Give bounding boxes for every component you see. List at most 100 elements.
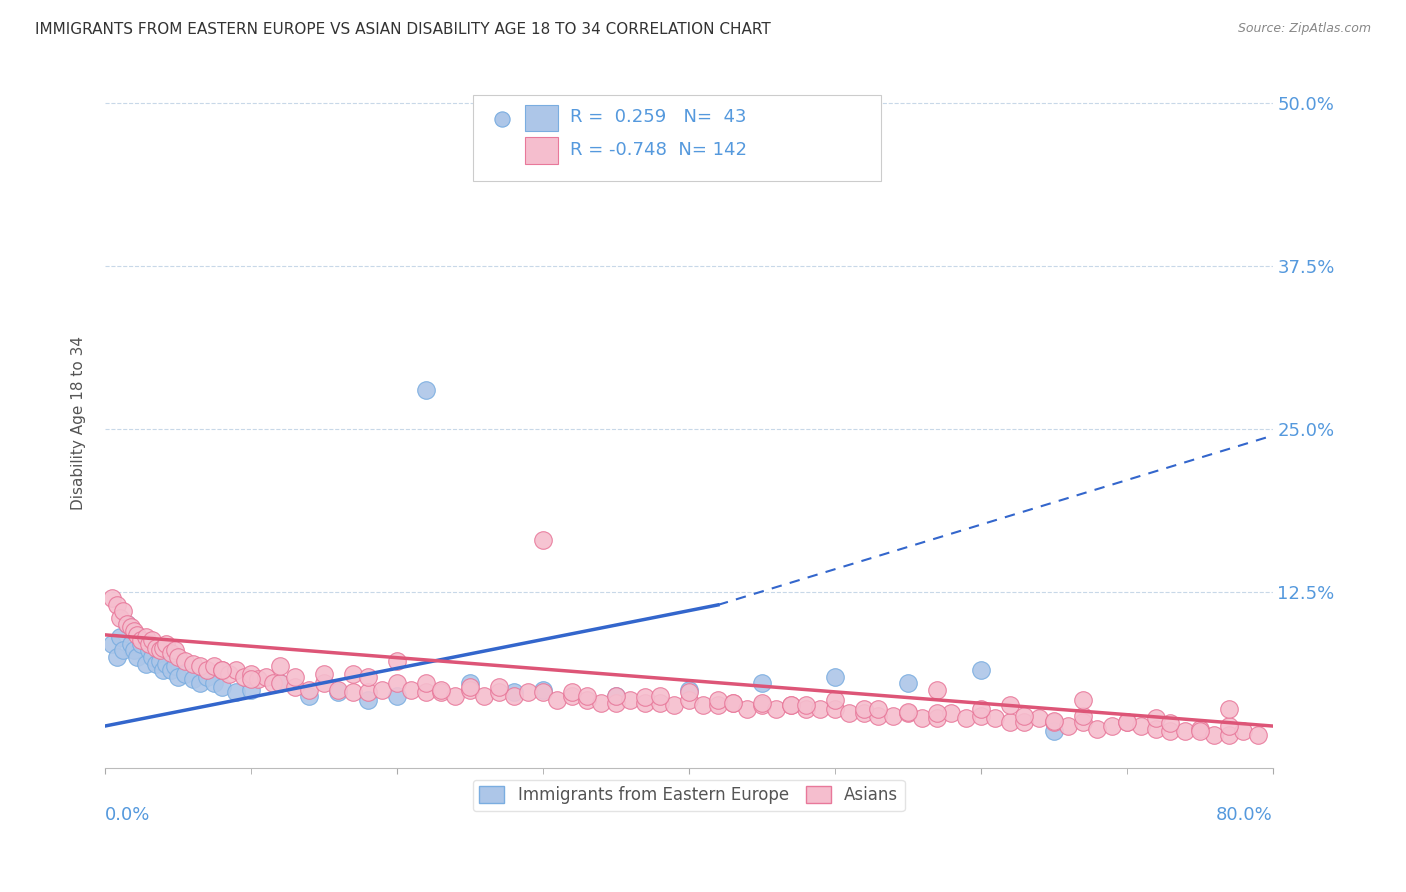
- Point: [619, 693, 641, 707]
- Point: [120, 637, 142, 651]
- Point: [1218, 719, 1240, 733]
- Point: [1159, 716, 1181, 731]
- Point: [925, 706, 948, 720]
- Point: [824, 702, 846, 716]
- Point: [312, 676, 335, 690]
- Point: [167, 650, 190, 665]
- Point: [575, 689, 598, 703]
- Point: [225, 663, 247, 677]
- Point: [925, 711, 948, 725]
- Point: [780, 698, 803, 713]
- Point: [284, 680, 307, 694]
- Point: [155, 657, 177, 671]
- Text: R = -0.748  N= 142: R = -0.748 N= 142: [569, 141, 747, 159]
- Point: [141, 650, 163, 665]
- Point: [1101, 719, 1123, 733]
- Point: [868, 702, 890, 716]
- Point: [357, 693, 380, 707]
- Point: [882, 708, 904, 723]
- Point: [127, 628, 149, 642]
- Point: [385, 654, 408, 668]
- Point: [269, 676, 291, 690]
- Point: [751, 698, 773, 713]
- Point: [474, 689, 496, 703]
- Point: [1232, 724, 1254, 739]
- Point: [488, 680, 510, 694]
- Point: [101, 591, 124, 606]
- Point: [546, 693, 568, 707]
- Point: [155, 637, 177, 651]
- Text: Source: ZipAtlas.com: Source: ZipAtlas.com: [1237, 22, 1371, 36]
- Point: [239, 682, 262, 697]
- Point: [678, 682, 700, 697]
- Point: [707, 693, 730, 707]
- Point: [1028, 711, 1050, 725]
- Point: [188, 659, 211, 673]
- Point: [105, 598, 128, 612]
- Text: R =  0.259   N=  43: R = 0.259 N= 43: [569, 109, 747, 127]
- Point: [415, 676, 437, 690]
- Point: [707, 698, 730, 713]
- Text: IMMIGRANTS FROM EASTERN EUROPE VS ASIAN DISABILITY AGE 18 TO 34 CORRELATION CHAR: IMMIGRANTS FROM EASTERN EUROPE VS ASIAN …: [35, 22, 770, 37]
- Text: 0.0%: 0.0%: [105, 805, 150, 823]
- Point: [678, 693, 700, 707]
- Point: [163, 643, 186, 657]
- Point: [312, 667, 335, 681]
- Point: [135, 631, 157, 645]
- Point: [735, 702, 758, 716]
- Point: [429, 685, 451, 699]
- Point: [897, 706, 920, 720]
- Point: [852, 706, 875, 720]
- Point: [1218, 702, 1240, 716]
- Point: [269, 659, 291, 673]
- Point: [181, 672, 204, 686]
- Point: [458, 680, 481, 694]
- Point: [1130, 719, 1153, 733]
- Point: [342, 667, 364, 681]
- Point: [218, 667, 240, 681]
- Point: [765, 702, 787, 716]
- Point: [239, 672, 262, 686]
- Point: [131, 633, 153, 648]
- Point: [385, 676, 408, 690]
- Point: [1042, 724, 1064, 739]
- Point: [232, 669, 254, 683]
- Point: [969, 708, 991, 723]
- Point: [138, 643, 160, 657]
- Point: [159, 663, 181, 677]
- Point: [531, 533, 554, 547]
- Point: [1115, 715, 1137, 730]
- Point: [1247, 728, 1270, 742]
- Point: [120, 620, 142, 634]
- Point: [1188, 724, 1211, 739]
- Point: [415, 685, 437, 699]
- Text: 80.0%: 80.0%: [1216, 805, 1272, 823]
- Point: [662, 698, 685, 713]
- Point: [371, 682, 394, 697]
- Point: [385, 689, 408, 703]
- Point: [145, 640, 167, 655]
- Point: [1218, 728, 1240, 742]
- Point: [824, 669, 846, 683]
- Point: [1057, 719, 1080, 733]
- Point: [211, 663, 233, 677]
- Point: [591, 696, 613, 710]
- Point: [101, 637, 124, 651]
- Point: [1014, 708, 1036, 723]
- Point: [984, 711, 1007, 725]
- Point: [204, 676, 226, 690]
- Point: [204, 659, 226, 673]
- Point: [254, 669, 277, 683]
- Point: [678, 685, 700, 699]
- Point: [531, 682, 554, 697]
- Point: [357, 685, 380, 699]
- Point: [648, 689, 671, 703]
- Point: [838, 706, 860, 720]
- Point: [941, 706, 963, 720]
- Point: [925, 682, 948, 697]
- Point: [531, 685, 554, 699]
- Point: [561, 689, 583, 703]
- Point: [105, 650, 128, 665]
- Point: [634, 690, 657, 705]
- Point: [135, 657, 157, 671]
